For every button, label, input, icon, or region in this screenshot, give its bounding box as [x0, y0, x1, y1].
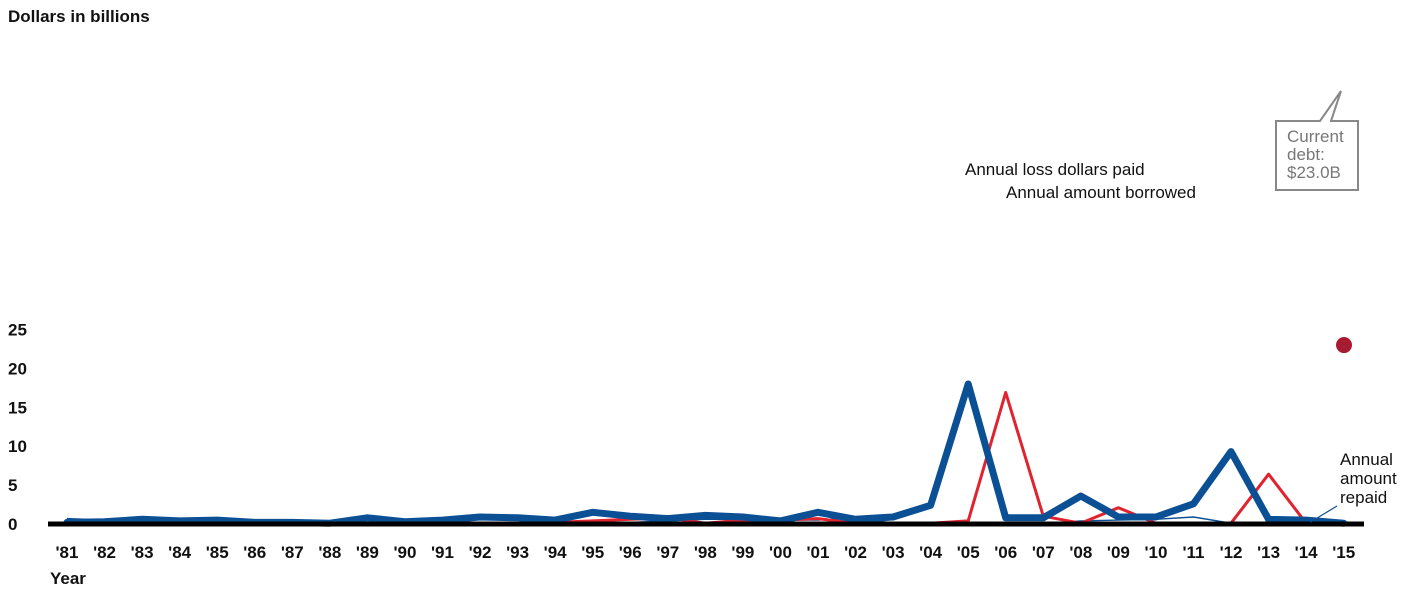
x-tick-label: '09: [1107, 543, 1130, 562]
annotation-repaid: amount: [1340, 469, 1397, 488]
annotation-loss-paid: Annual loss dollars paid: [965, 160, 1145, 179]
y-tick-label: 15: [8, 398, 27, 417]
x-tick-label: '93: [506, 543, 529, 562]
series-line-loss-paid: [67, 384, 1344, 523]
x-tick-label: '06: [994, 543, 1017, 562]
x-tick-label: '88: [318, 543, 341, 562]
current-debt-point: [1336, 337, 1352, 353]
y-tick-label: 0: [8, 515, 17, 534]
x-tick-label: '03: [882, 543, 905, 562]
x-tick-label: '98: [694, 543, 717, 562]
y-tick-label: 20: [8, 359, 27, 378]
x-tick-label: '02: [844, 543, 867, 562]
x-tick-label: '90: [393, 543, 416, 562]
current-debt-label: debt:: [1287, 145, 1325, 164]
annotation-repaid: Annual: [1340, 450, 1393, 469]
x-tick-label: '07: [1032, 543, 1055, 562]
x-tick-label: '95: [581, 543, 604, 562]
x-tick-label: '85: [206, 543, 229, 562]
x-tick-label: '86: [243, 543, 266, 562]
x-tick-label: '92: [469, 543, 492, 562]
x-tick-label: '81: [56, 543, 79, 562]
x-tick-label: '89: [356, 543, 379, 562]
x-tick-label: '14: [1295, 543, 1318, 562]
x-tick-label: '10: [1144, 543, 1167, 562]
x-tick-label: '01: [807, 543, 830, 562]
x-tick-label: '13: [1257, 543, 1280, 562]
x-tick-label: '08: [1069, 543, 1092, 562]
y-tick-label: 25: [8, 321, 27, 340]
x-tick-label: '96: [619, 543, 642, 562]
x-tick-label: '11: [1182, 543, 1204, 562]
series-line-borrowed: [67, 393, 1344, 525]
x-tick-label: '82: [93, 543, 116, 562]
annotation-borrowed: Annual amount borrowed: [1006, 183, 1196, 202]
x-tick-label: '00: [769, 543, 792, 562]
x-tick-label: '87: [281, 543, 304, 562]
y-tick-label: 5: [8, 476, 17, 495]
x-tick-label: '83: [131, 543, 154, 562]
x-tick-label: '04: [919, 543, 942, 562]
current-debt-label: Current: [1287, 127, 1344, 146]
x-tick-label: '91: [431, 543, 454, 562]
x-tick-label: '97: [656, 543, 679, 562]
x-tick-label: '94: [544, 543, 567, 562]
x-tick-label: '12: [1220, 543, 1243, 562]
annotation-repaid: repaid: [1340, 488, 1387, 507]
x-tick-label: '05: [957, 543, 980, 562]
x-tick-label: '84: [168, 543, 191, 562]
x-axis-title: Year: [50, 569, 86, 589]
x-tick-label: '99: [731, 543, 754, 562]
x-tick-label: '15: [1332, 543, 1355, 562]
current-debt-label: $23.0B: [1287, 163, 1341, 182]
y-tick-label: 10: [8, 437, 27, 456]
